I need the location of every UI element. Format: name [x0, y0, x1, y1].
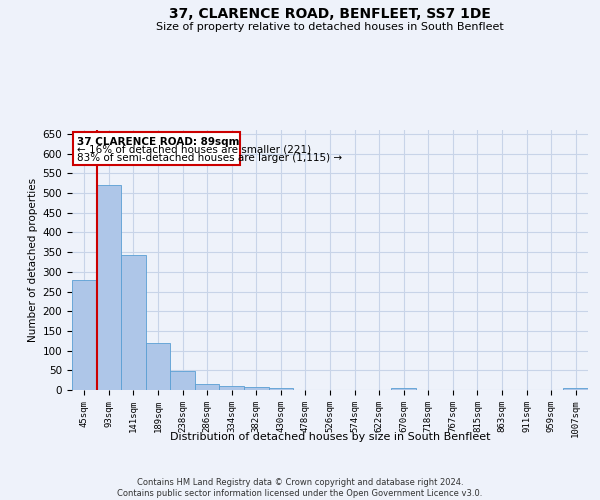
- Bar: [269, 388, 293, 390]
- Text: Distribution of detached houses by size in South Benfleet: Distribution of detached houses by size …: [170, 432, 490, 442]
- Bar: [220, 386, 244, 390]
- Text: 83% of semi-detached houses are larger (1,115) →: 83% of semi-detached houses are larger (…: [77, 153, 342, 163]
- Text: 37, CLARENCE ROAD, BENFLEET, SS7 1DE: 37, CLARENCE ROAD, BENFLEET, SS7 1DE: [169, 8, 491, 22]
- Bar: [244, 387, 269, 390]
- FancyBboxPatch shape: [73, 132, 241, 166]
- Bar: [391, 388, 416, 390]
- Text: ← 16% of detached houses are smaller (221): ← 16% of detached houses are smaller (22…: [77, 145, 311, 155]
- Bar: [195, 384, 220, 390]
- Text: 37 CLARENCE ROAD: 89sqm: 37 CLARENCE ROAD: 89sqm: [77, 136, 239, 146]
- Text: Size of property relative to detached houses in South Benfleet: Size of property relative to detached ho…: [156, 22, 504, 32]
- Bar: [97, 185, 121, 390]
- Bar: [170, 371, 195, 390]
- Bar: [146, 342, 170, 390]
- Bar: [121, 255, 146, 390]
- Text: Contains HM Land Registry data © Crown copyright and database right 2024.
Contai: Contains HM Land Registry data © Crown c…: [118, 478, 482, 498]
- Bar: [563, 388, 588, 390]
- Bar: [72, 280, 97, 390]
- Y-axis label: Number of detached properties: Number of detached properties: [28, 178, 38, 342]
